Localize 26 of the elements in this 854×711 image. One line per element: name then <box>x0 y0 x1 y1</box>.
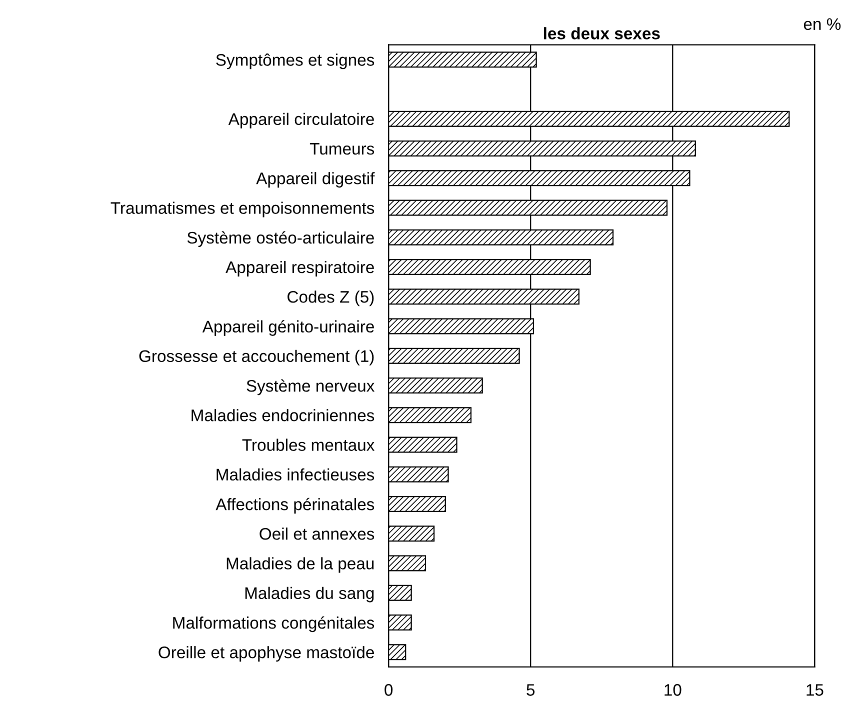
y-tick-label: Appareil digestif <box>256 172 375 188</box>
y-tick-label: Troubles mentaux <box>242 438 375 451</box>
chart-title: les deux sexes <box>544 27 660 40</box>
text: en % <box>804 18 841 30</box>
y-tick-label: Système nerveux <box>246 379 375 396</box>
y-tick-label: Maladies infectieuses <box>216 468 374 481</box>
y-tick-label: Système ostéo-articulaire <box>187 231 374 247</box>
x-tick-label: 0 <box>384 684 393 696</box>
x-tick-label: 5 <box>526 684 535 696</box>
y-tick-label: Traumatismes et empoisonnements <box>110 202 374 218</box>
y-tick-label: Codes Z (5) <box>288 290 374 306</box>
y-tick-label: Appareil génito-urinaire <box>202 320 374 336</box>
y-tick-label: Symptômes et signes <box>216 54 374 70</box>
x-tick-label: 15 <box>806 684 824 696</box>
y-tick-label: Oeil et annexes <box>260 528 374 540</box>
y-tick-label: Malformations congénitales <box>173 616 374 632</box>
y-tick-label: Maladies de la peau <box>226 557 374 573</box>
y-tick-label: Oreille et apophyse mastoïde <box>158 646 374 662</box>
y-tick-label: Maladies endocriniennes <box>192 409 374 422</box>
y-tick-label: Grossesse et accouchement (1) <box>139 350 374 366</box>
y-tick-label: Appareil respiratoire <box>226 260 374 276</box>
y-tick-label: Tumeurs <box>310 143 374 155</box>
x-tick-label: 10 <box>664 684 682 696</box>
y-tick-label: Maladies du sang <box>245 586 374 602</box>
y-tick-label: Affections périnatales <box>216 498 374 514</box>
y-tick-label: Appareil circulatoire <box>228 112 374 128</box>
